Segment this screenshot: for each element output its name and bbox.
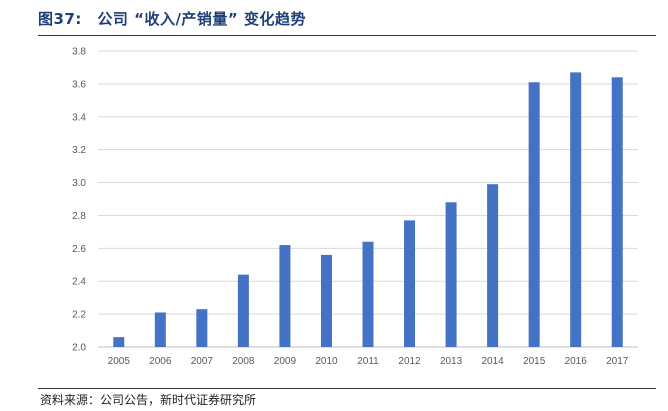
x-tick-label: 2011 bbox=[357, 356, 379, 367]
x-tick-label: 2014 bbox=[481, 356, 504, 367]
x-tick-label: 2013 bbox=[440, 356, 463, 367]
y-tick-label: 3.0 bbox=[72, 178, 86, 189]
bar-2005 bbox=[113, 337, 125, 347]
bar-2009 bbox=[279, 245, 291, 347]
y-tick-label: 3.8 bbox=[72, 47, 86, 58]
bars bbox=[113, 72, 623, 348]
x-tick-label: 2008 bbox=[232, 356, 255, 367]
y-tick-label: 2.0 bbox=[72, 343, 86, 354]
bar-2007 bbox=[196, 309, 208, 347]
bar-2014 bbox=[487, 184, 499, 347]
bar-2017 bbox=[611, 77, 623, 348]
y-tick-label: 2.4 bbox=[72, 277, 86, 288]
y-tick-label: 3.4 bbox=[72, 112, 86, 123]
y-tick-label: 2.8 bbox=[72, 211, 86, 222]
bar-2012 bbox=[404, 220, 416, 347]
x-tick-label: 2016 bbox=[565, 356, 588, 367]
y-tick-label: 2.2 bbox=[72, 310, 86, 321]
x-tick-label: 2007 bbox=[191, 356, 214, 367]
bar-2015 bbox=[528, 82, 540, 347]
x-tick-label: 2012 bbox=[398, 356, 421, 367]
x-tick-label: 2006 bbox=[149, 356, 172, 367]
x-tick-label: 2017 bbox=[606, 356, 629, 367]
y-tick-label: 3.6 bbox=[72, 79, 86, 90]
y-tick-label: 3.2 bbox=[72, 145, 86, 156]
x-tick-labels: 2005 2006 2007 2008 2009 2010 2011 2012 2013 2014… bbox=[108, 356, 629, 367]
bar-2006 bbox=[154, 312, 166, 347]
bar-2010 bbox=[320, 254, 332, 347]
x-tick-label: 2015 bbox=[523, 356, 546, 367]
y-tick-label: 2.6 bbox=[72, 244, 86, 255]
x-tick-label: 2005 bbox=[108, 356, 131, 367]
bar-2011 bbox=[362, 241, 374, 347]
source-rule bbox=[38, 388, 656, 389]
bar-2008 bbox=[237, 274, 249, 347]
x-tick-label: 2010 bbox=[315, 356, 338, 367]
title-rule bbox=[38, 35, 656, 36]
source-note: 资料来源：公司公告，新时代证券研究所 bbox=[40, 393, 257, 407]
figure-title: 图37: 公司 “收入/产销量” 变化趋势 bbox=[38, 10, 307, 28]
bar-2013 bbox=[445, 202, 457, 347]
bar-2016 bbox=[570, 72, 582, 347]
y-axis: 2.0 2.2 2.4 2.6 2.8 3.0 3.2 3.4 3.6 3.8 bbox=[72, 47, 86, 354]
x-tick-label: 2009 bbox=[274, 356, 297, 367]
